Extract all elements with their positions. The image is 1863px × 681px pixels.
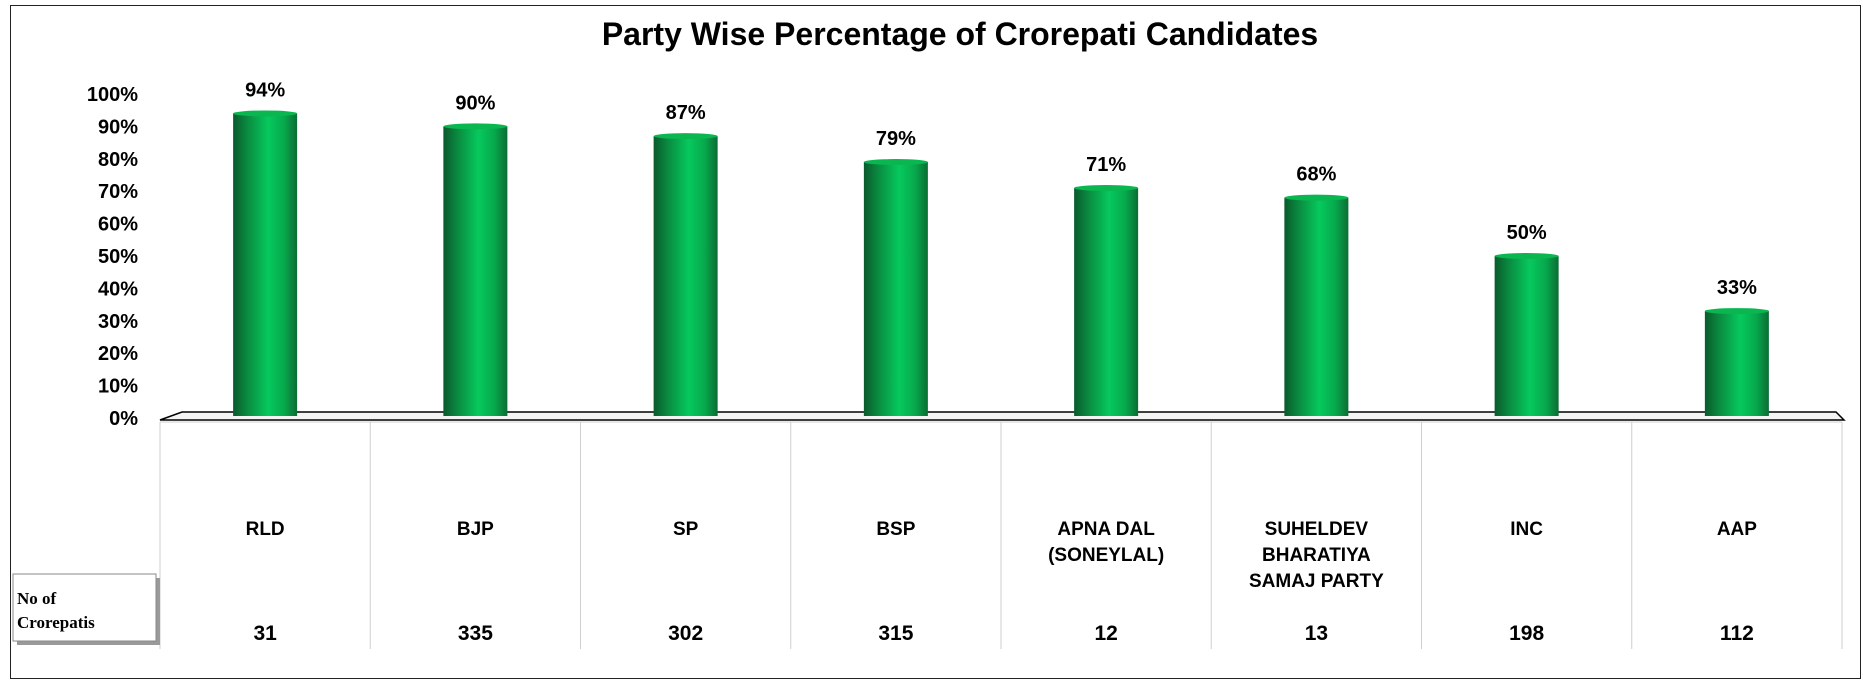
bar-cap xyxy=(653,133,718,140)
y-tick-label: 0% xyxy=(109,408,138,430)
category-label-line: SAMAJ PARTY xyxy=(1249,571,1384,592)
category-label-line: (SONEYLAL) xyxy=(1048,545,1164,566)
bar xyxy=(863,162,928,416)
category-label-line: RLD xyxy=(246,519,285,540)
y-tick-label: 40% xyxy=(98,278,138,300)
chart-title: Party Wise Percentage of Crorepati Candi… xyxy=(602,16,1318,52)
category-label: AAP xyxy=(1717,519,1757,540)
bar-cap xyxy=(863,159,928,166)
y-tick-label: 60% xyxy=(98,214,138,236)
data-label: 79% xyxy=(876,128,916,150)
y-tick-label: 30% xyxy=(98,311,138,333)
data-label: 87% xyxy=(666,102,706,124)
y-tick-label: 20% xyxy=(98,343,138,365)
data-label: 68% xyxy=(1296,164,1336,186)
y-tick-label: 100% xyxy=(87,84,138,106)
crorepati-count: 13 xyxy=(1305,622,1328,645)
bar-cap xyxy=(1704,308,1769,315)
category-label-line: SUHELDEV xyxy=(1265,519,1369,540)
crorepati-count: 302 xyxy=(668,622,703,645)
crorepati-count: 12 xyxy=(1094,622,1117,645)
category-label: INC xyxy=(1510,519,1543,540)
data-table: RLD BJP SP BSP APNA DAL (SONEYLAL) SUHELDEV BHA… xyxy=(12,421,1843,649)
y-axis: 0% 10% 20% 30% 40% 50% 60% 70% 80% 90% 100% xyxy=(87,84,138,430)
data-label: 94% xyxy=(245,79,285,101)
category-label-line: APNA DAL xyxy=(1057,519,1155,540)
y-tick-label: 50% xyxy=(98,246,138,268)
row-header-box xyxy=(12,573,157,642)
crorepati-count: 112 xyxy=(1720,622,1754,645)
data-label: 33% xyxy=(1717,277,1757,299)
bar xyxy=(653,136,718,416)
category-label-line: AAP xyxy=(1717,519,1757,540)
row-header-label: No of Crorepatis xyxy=(17,589,95,632)
y-tick-label: 90% xyxy=(98,116,138,138)
chart-floor xyxy=(159,411,1846,421)
y-tick-label: 10% xyxy=(98,376,138,398)
bar-cap xyxy=(1074,184,1139,191)
bar xyxy=(1074,187,1139,416)
category-label-line: BSP xyxy=(876,519,915,540)
category-label: BSP xyxy=(876,519,915,540)
row-header-line: No of xyxy=(17,589,57,608)
crorepati-count: 31 xyxy=(253,622,277,645)
bar-cap xyxy=(233,110,298,117)
bar xyxy=(233,113,298,416)
bar xyxy=(443,126,508,417)
category-label: APNA DAL (SONEYLAL) xyxy=(1048,519,1164,566)
data-label: 71% xyxy=(1086,154,1126,176)
row-header-line: Crorepatis xyxy=(17,613,95,632)
data-label: 50% xyxy=(1507,222,1547,244)
category-label-line: INC xyxy=(1510,519,1543,540)
bar xyxy=(1704,311,1769,416)
category-label-line: SP xyxy=(673,519,699,540)
bars-group xyxy=(233,110,1769,417)
category-label: RLD xyxy=(246,519,285,540)
floor-plate xyxy=(159,411,1846,421)
category-label-line: BJP xyxy=(457,519,494,540)
bar-cap xyxy=(1494,253,1559,259)
crorepati-count: 335 xyxy=(458,622,493,645)
category-label: SP xyxy=(673,519,699,540)
crorepati-count: 315 xyxy=(878,622,913,645)
bar xyxy=(1284,197,1349,416)
crorepati-count: 198 xyxy=(1509,622,1544,645)
y-tick-label: 70% xyxy=(98,181,138,203)
data-label: 90% xyxy=(455,92,495,114)
bar xyxy=(1494,256,1559,416)
data-labels-group: 94% 90% 87% 79% 71% 68% 50% 33% xyxy=(245,79,1757,299)
category-label: BJP xyxy=(457,519,494,540)
category-label-line: BHARATIYA xyxy=(1262,545,1371,566)
bar-cap xyxy=(1284,194,1349,201)
category-label: SUHELDEV BHARATIYA SAMAJ PARTY xyxy=(1249,519,1384,592)
y-tick-label: 80% xyxy=(98,149,138,171)
bar-cap xyxy=(443,123,508,130)
